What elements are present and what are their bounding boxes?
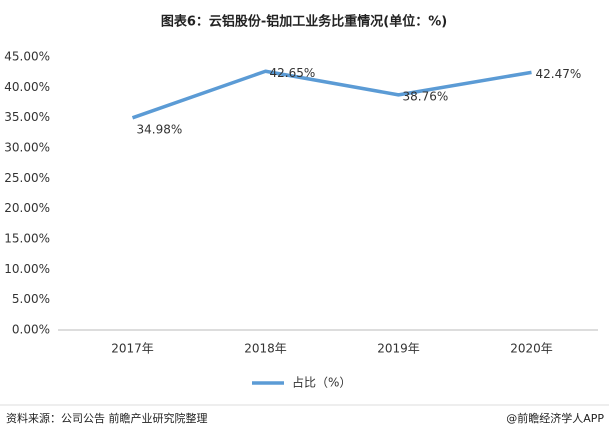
data-label: 34.98% xyxy=(137,122,183,136)
data-label: 42.65% xyxy=(270,66,316,80)
y-tick-label: 25.00% xyxy=(4,171,50,185)
x-tick-label: 2018年 xyxy=(244,342,287,356)
x-tick-label: 2020年 xyxy=(510,342,553,356)
data-label: 38.76% xyxy=(403,89,449,103)
y-tick-label: 5.00% xyxy=(12,292,50,306)
legend-label: 占比（%） xyxy=(292,375,351,390)
y-tick-label: 45.00% xyxy=(4,50,50,64)
y-tick-label: 0.00% xyxy=(12,323,50,337)
y-tick-label: 10.00% xyxy=(4,262,50,276)
y-tick-label: 20.00% xyxy=(4,201,50,215)
credit: @前瞻经济学人APP xyxy=(506,411,604,425)
chart-title: 图表6：云铝股份-铝加工业务比重情况(单位：%) xyxy=(161,14,447,30)
series-line xyxy=(131,69,532,120)
y-tick-label: 35.00% xyxy=(4,110,50,124)
source: 资料来源：公司公告 前瞻产业研究院整理 xyxy=(6,411,208,425)
y-tick-label: 15.00% xyxy=(4,232,50,246)
y-tick-label: 30.00% xyxy=(4,141,50,155)
x-tick-label: 2017年 xyxy=(111,342,154,356)
data-label: 42.47% xyxy=(536,67,582,81)
y-tick-label: 40.00% xyxy=(4,80,50,94)
x-tick-label: 2019年 xyxy=(377,342,420,356)
